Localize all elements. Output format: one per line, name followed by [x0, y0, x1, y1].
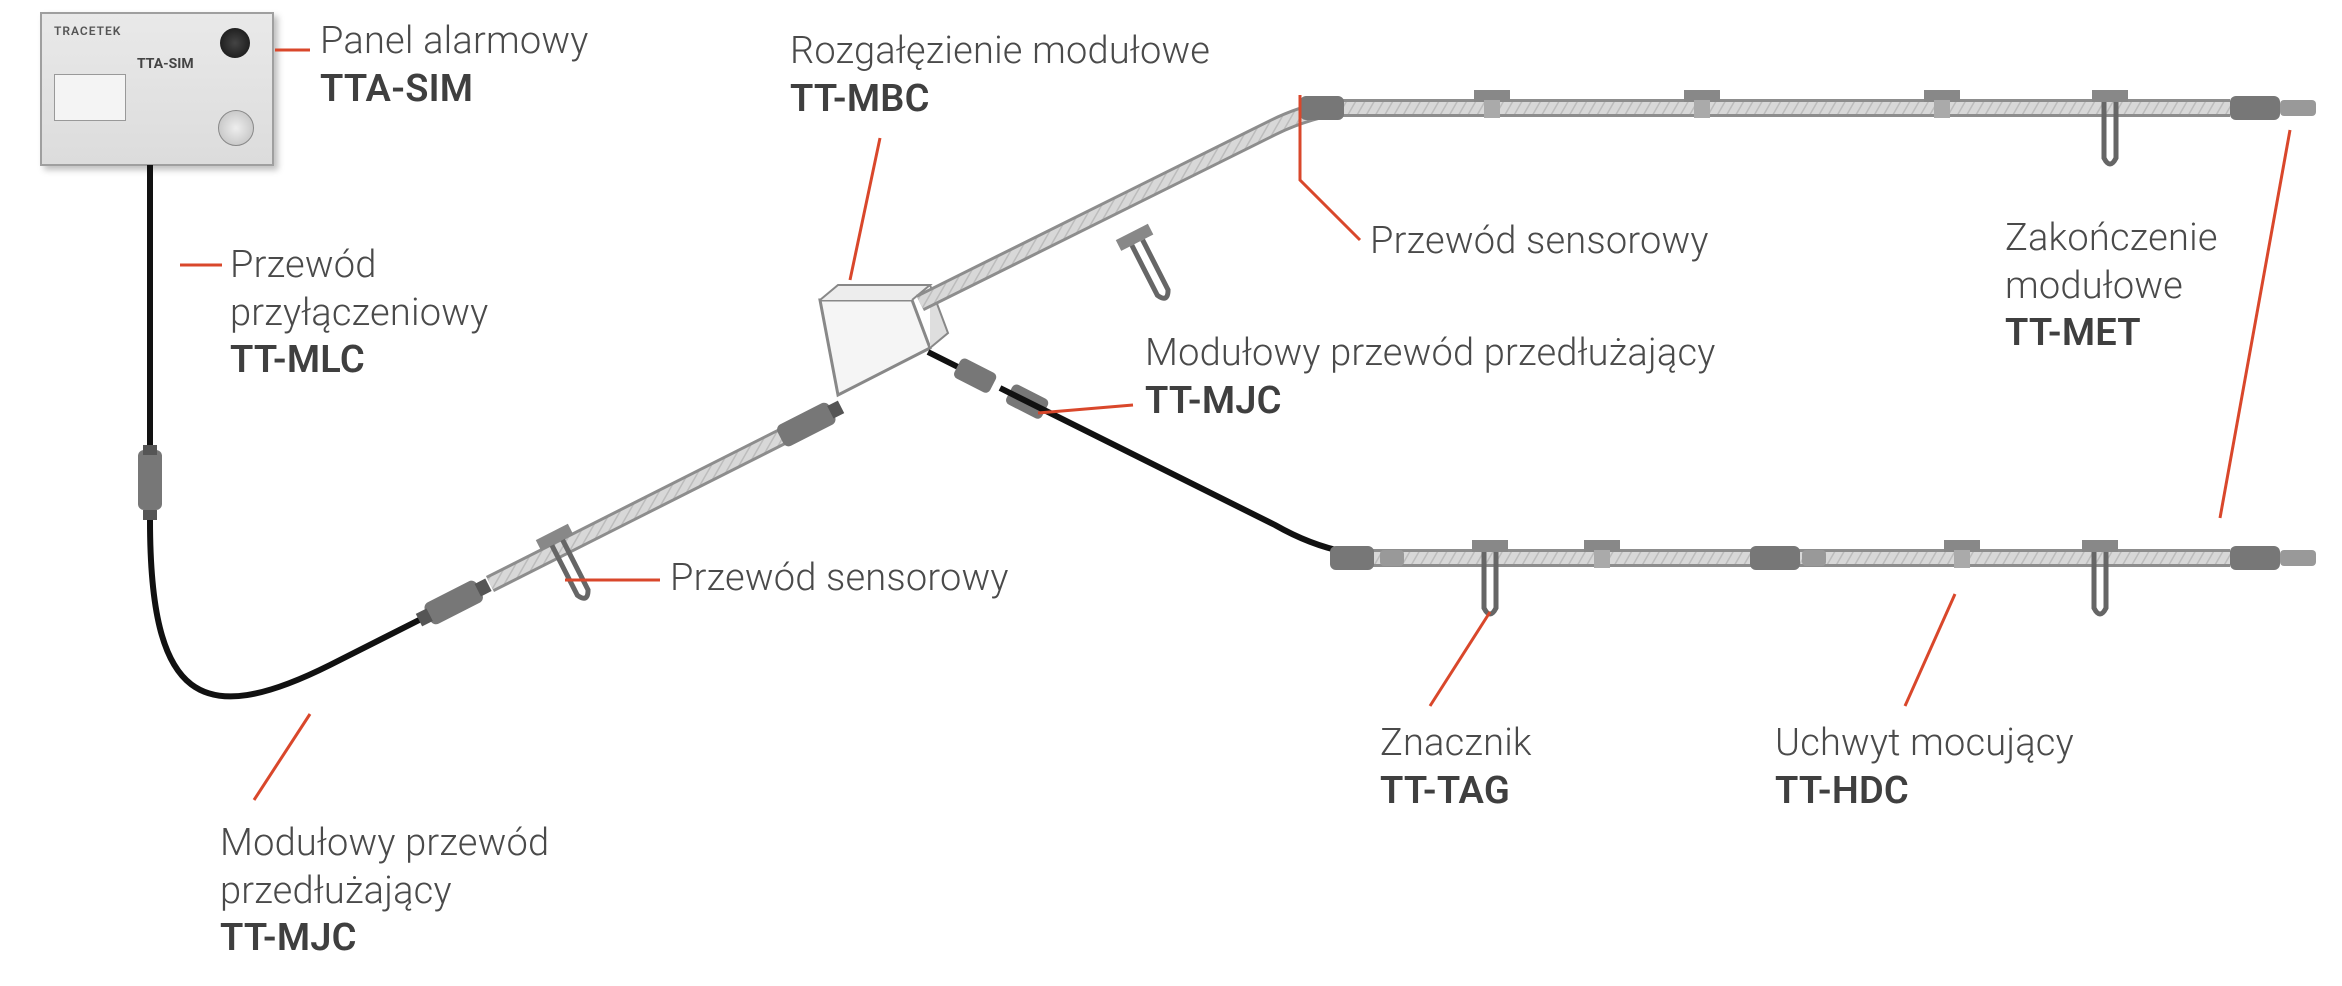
label-hdc: Uchwyt mocujący TT-HDC — [1775, 720, 2074, 815]
label-leader-cable-desc1: Przewód — [230, 242, 488, 290]
label-alarm-panel: Panel alarmowy TTA-SIM — [320, 18, 589, 113]
tag-top-1 — [2092, 90, 2128, 164]
label-mjc-right-desc: Modułowy przewód przedłużający — [1145, 330, 1716, 378]
label-sensor-top: Przewód sensorowy — [1370, 218, 1709, 266]
end-top — [2230, 96, 2316, 120]
label-mbc: Rozgałęzienie modułowe TT-MBC — [790, 28, 1210, 123]
connector-mjc-r1 — [952, 357, 998, 395]
tag-bot-1 — [1472, 540, 1508, 614]
tag-diag-top — [1116, 224, 1182, 306]
label-mbc-desc: Rozgałęzienie modułowe — [790, 28, 1210, 76]
label-leader-cable: Przewód przyłączeniowy TT-MLC — [230, 242, 488, 385]
cable-mjc-right-a — [928, 352, 958, 367]
label-met-desc1: Zakończenie — [2005, 215, 2218, 263]
label-leader-cable-desc2: przyłączeniowy — [230, 290, 488, 338]
label-tag-desc: Znacznik — [1380, 720, 1532, 768]
end-bottom — [2230, 546, 2316, 570]
label-tag: Znacznik TT-TAG — [1380, 720, 1532, 815]
label-sensor-top-desc: Przewód sensorowy — [1370, 218, 1709, 266]
label-mjc-left-desc1: Modułowy przewód — [220, 820, 549, 868]
label-mjc-left-desc2: przedłużający — [220, 868, 549, 916]
label-met-code: TT-MET — [2005, 310, 2218, 358]
label-met: Zakończenie modułowe TT-MET — [2005, 215, 2218, 358]
connector-sensor-left-start — [414, 574, 494, 631]
label-tag-code: TT-TAG — [1380, 768, 1532, 816]
diagram-canvas: TRACETEK TTA-SIM — [0, 0, 2342, 986]
label-mbc-code: TT-MBC — [790, 76, 1210, 124]
tag-bot-2 — [2082, 540, 2118, 614]
label-sensor-left: Przewód sensorowy — [670, 555, 1009, 603]
label-mjc-left-code: TT-MJC — [220, 915, 549, 963]
label-mjc-right: Modułowy przewód przedłużający TT-MJC — [1145, 330, 1716, 425]
label-mjc-left: Modułowy przewód przedłużający TT-MJC — [220, 820, 549, 963]
connector-sensor-left-end — [775, 396, 846, 448]
leader-lines — [180, 50, 2290, 800]
connector-leader — [138, 445, 162, 520]
label-sensor-left-desc: Przewód sensorowy — [670, 555, 1009, 603]
label-leader-cable-code: TT-MLC — [230, 337, 488, 385]
cable-mjc-left — [150, 520, 435, 696]
label-hdc-code: TT-HDC — [1775, 768, 2074, 816]
label-mjc-right-code: TT-MJC — [1145, 378, 1716, 426]
label-met-desc2: modułowe — [2005, 263, 2218, 311]
connector-top-start — [1300, 96, 1344, 120]
label-hdc-desc: Uchwyt mocujący — [1775, 720, 2074, 768]
label-alarm-panel-desc: Panel alarmowy — [320, 18, 589, 66]
label-alarm-panel-code: TTA-SIM — [320, 66, 589, 114]
